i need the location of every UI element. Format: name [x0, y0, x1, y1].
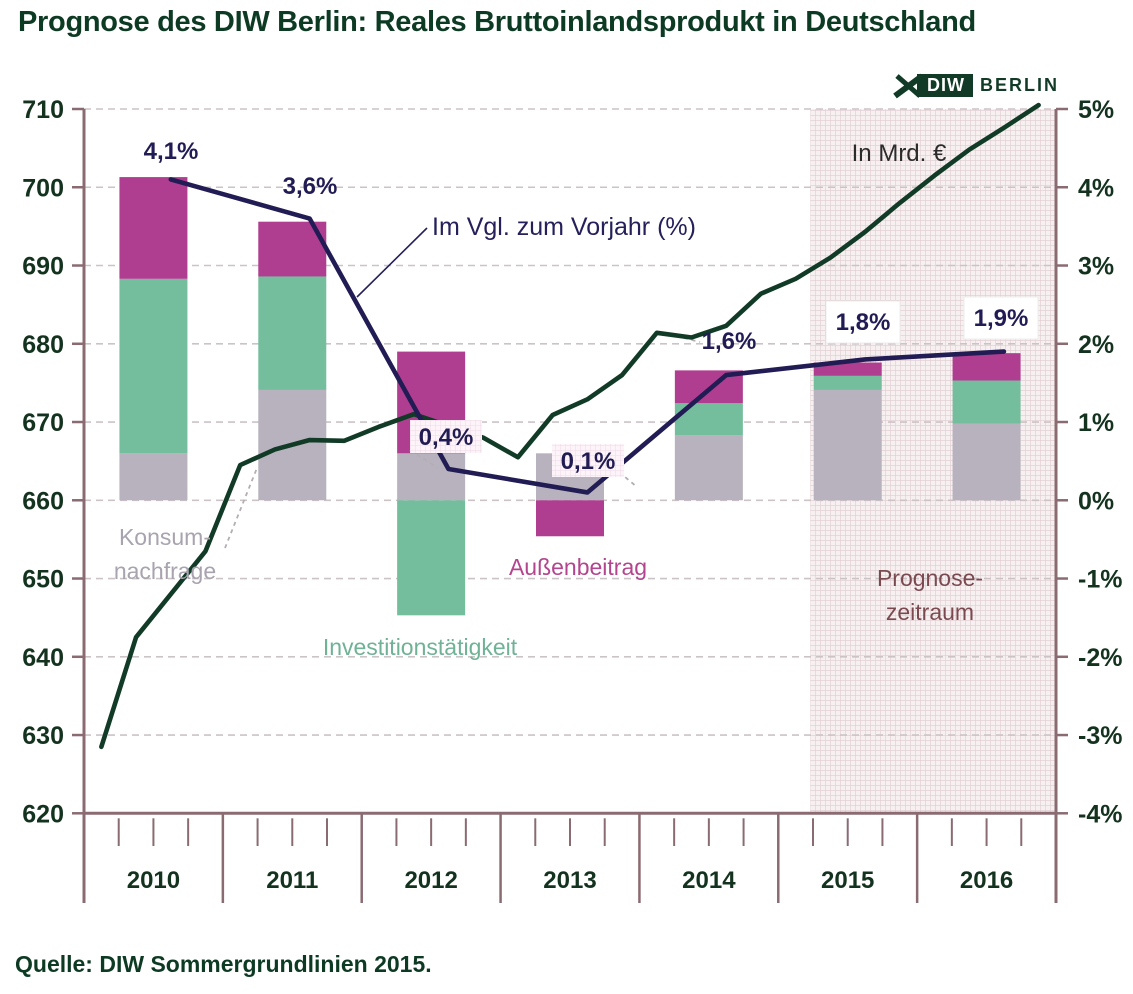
aussen-label: Außenbeitrag: [509, 554, 647, 580]
left-axis-tick-label: 650: [22, 566, 64, 594]
im-vgl-label: Im Vgl. zum Vorjahr (%): [432, 213, 696, 241]
pct-label-2014: 1,6%: [702, 328, 757, 355]
invest-label: Investitionstätigkeit: [323, 634, 518, 660]
left-axis-tick-label: 630: [22, 722, 64, 750]
bar-segment-konsumnachfrage-2014: [674, 435, 743, 501]
pct-label-box: [410, 420, 482, 453]
bar-segment-auenbeitrag-2015: [813, 362, 882, 376]
left-axis-tick-label: 620: [22, 800, 64, 828]
pct-label-box: [552, 444, 624, 477]
pct-label-2011: 3,6%: [283, 173, 338, 200]
bar-segment-investitionsttigkeit-2015: [813, 375, 882, 390]
bar-segment-konsumnachfrage-2010: [119, 453, 188, 501]
value-labels-layer: 620 630 640 650 660 670 680 690 700 710 5% 4% 3% 2% 1%…: [22, 96, 1122, 894]
right-axis-tick-label: 3%: [1078, 253, 1114, 281]
right-axis-tick-label: 2%: [1078, 331, 1114, 359]
bar-segment-konsumnachfrage-2016: [952, 423, 1021, 501]
gdp-line: [99, 102, 1041, 750]
im-vgl-callout-line: [356, 227, 428, 298]
left-axis-tick-label: 660: [22, 487, 64, 515]
diw-berlin-logo: DIW BERLIN: [893, 72, 1059, 99]
yoy-line: [168, 177, 1007, 495]
year-label-2016: 2016: [960, 867, 1013, 894]
pct-label-2012: 0,4%: [419, 424, 474, 451]
line-series-layer: [99, 102, 1041, 750]
pct-label-2016: 1,9%: [974, 305, 1029, 332]
konsum-label-line2: nachfrage: [114, 558, 216, 584]
left-axis-tick-label: 690: [22, 253, 64, 281]
right-axis-tick-label: 1%: [1078, 409, 1114, 437]
left-axis-tick-label: 710: [22, 96, 64, 124]
year-label-2010: 2010: [127, 867, 180, 894]
source-note: Quelle: DIW Sommergrundlinien 2015.: [15, 951, 432, 977]
label-leader-line: [409, 449, 439, 469]
right-axis-tick-label: 4%: [1078, 174, 1114, 202]
axes-layer: [72, 107, 1068, 903]
leader-lines-layer: [224, 335, 701, 549]
bar-segment-auenbeitrag-2013: [536, 500, 604, 537]
konsum-label-line1: Konsum-: [119, 524, 211, 550]
right-axis-tick-label: 5%: [1078, 96, 1114, 124]
pct-label-2015: 1,8%: [836, 309, 891, 336]
berlin-logo-text: BERLIN: [980, 75, 1059, 95]
year-label-2012: 2012: [404, 867, 457, 894]
right-axis-tick-label: -4%: [1078, 800, 1122, 828]
year-label-2014: 2014: [682, 867, 736, 894]
bar-segment-investitionsttigkeit-2012: [397, 500, 466, 616]
bars-layer: [119, 177, 1021, 616]
right-axis-tick-label: 0%: [1078, 487, 1114, 515]
label-leader-line: [612, 466, 638, 488]
left-axis-tick-label: 640: [22, 644, 64, 672]
annotations-layer: In Mrd. € Im Vgl. zum Vorjahr (%) Konsum…: [114, 140, 983, 660]
bar-segment-auenbeitrag-2010: [119, 177, 188, 279]
label-leader-line: [224, 467, 258, 549]
pct-label-2010: 4,1%: [144, 138, 199, 165]
bar-segment-auenbeitrag-2016: [952, 353, 1021, 381]
prognose-label-line1: Prognose-: [877, 565, 983, 591]
left-axis-tick-label: 700: [22, 174, 64, 202]
bar-segment-investitionsttigkeit-2016: [952, 380, 1021, 424]
year-label-2013: 2013: [543, 867, 596, 894]
right-axis-tick-label: -1%: [1078, 566, 1122, 594]
left-axis-tick-label: 670: [22, 409, 64, 437]
diw-logo-text: DIW: [917, 74, 973, 97]
in-mrd-label: In Mrd. €: [852, 140, 947, 167]
chart-title: Prognose des DIW Berlin: Reales Bruttoin…: [18, 6, 976, 38]
year-label-2015: 2015: [821, 867, 874, 894]
bar-segment-konsumnachfrage-2012: [397, 453, 466, 501]
bar-segment-investitionsttigkeit-2011: [258, 276, 327, 390]
pct-label-box: [825, 300, 901, 344]
left-axis-tick-label: 680: [22, 331, 64, 359]
bar-segment-investitionsttigkeit-2010: [119, 278, 188, 454]
right-axis-tick-label: -3%: [1078, 722, 1122, 750]
year-label-2011: 2011: [266, 867, 318, 894]
pct-label-2013: 0,1%: [561, 448, 616, 475]
bar-segment-konsumnachfrage-2015: [813, 389, 882, 501]
prognose-label-line2: zeitraum: [886, 599, 974, 625]
right-axis-tick-label: -2%: [1078, 644, 1122, 672]
pct-label-box: [963, 296, 1039, 340]
